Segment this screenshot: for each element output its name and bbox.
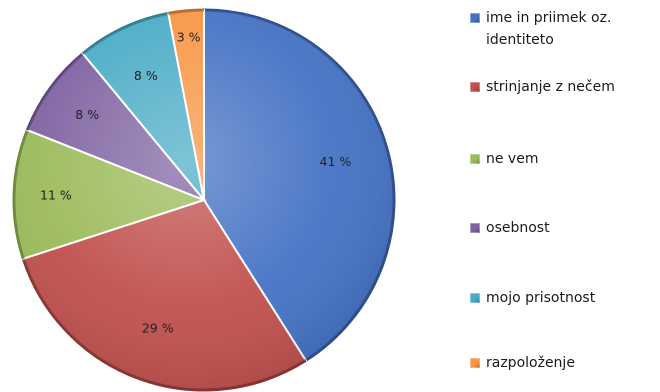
legend-label-identity: ime in priimek oz. identiteto: [486, 10, 612, 48]
pie-data-label-5: 3 %: [177, 29, 201, 44]
pie-data-label-0: 41 %: [320, 154, 352, 169]
legend-label-personality: osebnost: [486, 220, 550, 236]
pie-data-label-3: 8 %: [75, 107, 99, 122]
legend-label-dont-know: ne vem: [486, 151, 539, 167]
legend: ime in priimek oz. identiteto strinjanje…: [470, 0, 660, 392]
legend-item-presence: mojo prisotnost: [470, 287, 654, 309]
legend-label-mood: razpoloženje: [486, 355, 575, 371]
legend-swatch-dont-know: [470, 154, 480, 164]
legend-item-identity: ime in priimek oz. identiteto: [470, 7, 654, 51]
legend-item-personality: osebnost: [470, 217, 654, 239]
pie-data-labels: 41 % 29 % 11 % 8 % 8 % 3 %: [40, 29, 351, 335]
legend-item-mood: razpoloženje: [470, 352, 654, 374]
legend-swatch-personality: [470, 223, 480, 233]
legend-swatch-agreement: [470, 82, 480, 92]
legend-item-agreement: strinjanje z nečem: [470, 76, 654, 98]
legend-label-presence: mojo prisotnost: [486, 290, 596, 306]
legend-swatch-presence: [470, 293, 480, 303]
pie-data-label-1: 29 %: [142, 321, 174, 336]
legend-swatch-identity: [470, 13, 480, 23]
legend-label-agreement: strinjanje z nečem: [486, 79, 615, 95]
pie-data-label-2: 11 %: [40, 187, 72, 202]
legend-swatch-mood: [470, 358, 480, 368]
pie-data-label-4: 8 %: [134, 68, 158, 83]
legend-item-dont-know: ne vem: [470, 148, 654, 170]
